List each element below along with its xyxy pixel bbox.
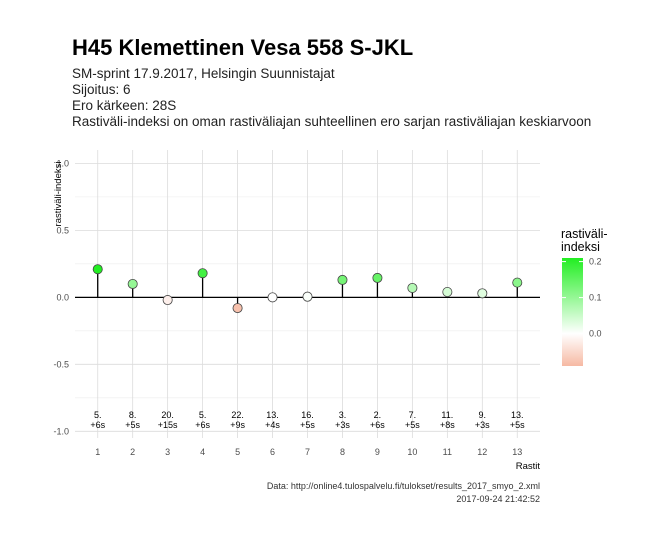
y-tick-label: 0.0 (56, 292, 69, 302)
x-tick-label: 11 (443, 447, 452, 457)
x-tick-label: 6 (270, 447, 275, 457)
x-tick-label: 7 (305, 447, 310, 457)
plot-area: 5.+6s8.+5s20.+15s5.+6s22.+9s13.+4s16.+5s… (53, 150, 540, 457)
rank-label: 13. (511, 410, 524, 420)
legend-title-line: rastiväli- (561, 227, 608, 241)
diff-label: +6s (90, 420, 105, 430)
diff-label: +5s (300, 420, 315, 430)
diff-label: +6s (370, 420, 385, 430)
x-axis-title: Rastit (516, 461, 541, 472)
x-tick-label: 12 (477, 447, 487, 457)
diff-label: +5s (510, 420, 525, 430)
legend-tick-label: 0.1 (589, 293, 602, 303)
color-legend: rastiväli-indeksi 0.2 0.1 0.0 (561, 227, 608, 366)
diff-label: +3s (475, 420, 490, 430)
point-annotations: 5.+6s8.+5s20.+15s5.+6s22.+9s13.+4s16.+5s… (90, 410, 525, 430)
x-tick-label: 5 (235, 447, 240, 457)
y-axis-title: rastiväli-indeksi (53, 162, 64, 227)
diff-label: +3s (335, 420, 350, 430)
subtitle-line: Ero kärkeen: 28S (72, 98, 176, 113)
chart-subtitle: SM-sprint 17.9.2017, Helsingin Suunnista… (72, 66, 591, 129)
y-tick-label: 1.0 (56, 158, 69, 168)
x-tick-label: 1 (95, 447, 100, 457)
data-point (127, 278, 138, 289)
timestamp-caption: 2017-09-24 21:42:52 (456, 494, 540, 504)
chart-title: H45 Klemettinen Vesa 558 S-JKL (72, 35, 413, 60)
data-point (337, 274, 348, 285)
data-point (442, 286, 453, 297)
data-point (92, 264, 103, 275)
subtitle-line: SM-sprint 17.9.2017, Helsingin Suunnista… (72, 66, 335, 81)
x-tick-label: 4 (200, 447, 205, 457)
legend-tick-label: 0.0 (589, 329, 602, 339)
rank-label: 7. (409, 410, 417, 420)
subtitle-line: Sijoitus: 6 (72, 82, 131, 97)
data-point (302, 291, 313, 302)
data-point (162, 295, 173, 306)
data-point (197, 268, 208, 279)
x-axis-ticks: 1 2 3 4 5 6 7 8 9 10 11 12 13 (95, 447, 522, 457)
diff-label: +8s (440, 420, 455, 430)
legend-tick-label: 0.2 (589, 257, 602, 267)
diff-label: +5s (125, 420, 140, 430)
data-source-caption: Data: http://online4.tulospalvelu.fi/tul… (267, 481, 540, 491)
data-point (407, 282, 418, 293)
y-axis-ticks: 1.0 0.5 0.0 -0.5 -1.0 (53, 158, 69, 436)
rank-label: 9. (479, 410, 487, 420)
rank-label: 5. (94, 410, 102, 420)
data-point (267, 292, 278, 303)
rank-label: 5. (199, 410, 207, 420)
subtitle-line: Rastiväli-indeksi on oman rastiväliajan … (72, 114, 591, 129)
diff-label: +6s (195, 420, 210, 430)
rank-label: 22. (231, 410, 244, 420)
diff-label: +4s (265, 420, 280, 430)
x-tick-label: 2 (130, 447, 135, 457)
x-tick-label: 9 (375, 447, 380, 457)
rank-label: 20. (161, 410, 174, 420)
diff-label: +15s (158, 420, 178, 430)
x-tick-label: 13 (512, 447, 522, 457)
data-point (512, 277, 523, 288)
x-tick-label: 3 (165, 447, 170, 457)
legend-title: rastiväli-indeksi (561, 227, 608, 254)
data-points (92, 264, 523, 314)
rank-label: 13. (266, 410, 279, 420)
legend-title-line: indeksi (561, 240, 600, 254)
x-tick-label: 8 (340, 447, 345, 457)
diff-label: +5s (405, 420, 420, 430)
legend-ticks: 0.2 0.1 0.0 (562, 257, 602, 339)
legend-colorbar (562, 258, 583, 366)
data-point (232, 303, 243, 314)
data-point (477, 288, 488, 299)
y-tick-label: 0.5 (56, 225, 69, 235)
x-tick-label: 10 (407, 447, 417, 457)
y-tick-label: -1.0 (53, 426, 69, 436)
diff-label: +9s (230, 420, 245, 430)
rank-label: 8. (129, 410, 137, 420)
rank-label: 11. (441, 410, 453, 420)
data-point (372, 272, 383, 283)
rank-label: 16. (301, 410, 314, 420)
rank-label: 2. (374, 410, 382, 420)
y-tick-label: -0.5 (53, 359, 69, 369)
rank-label: 3. (339, 410, 347, 420)
